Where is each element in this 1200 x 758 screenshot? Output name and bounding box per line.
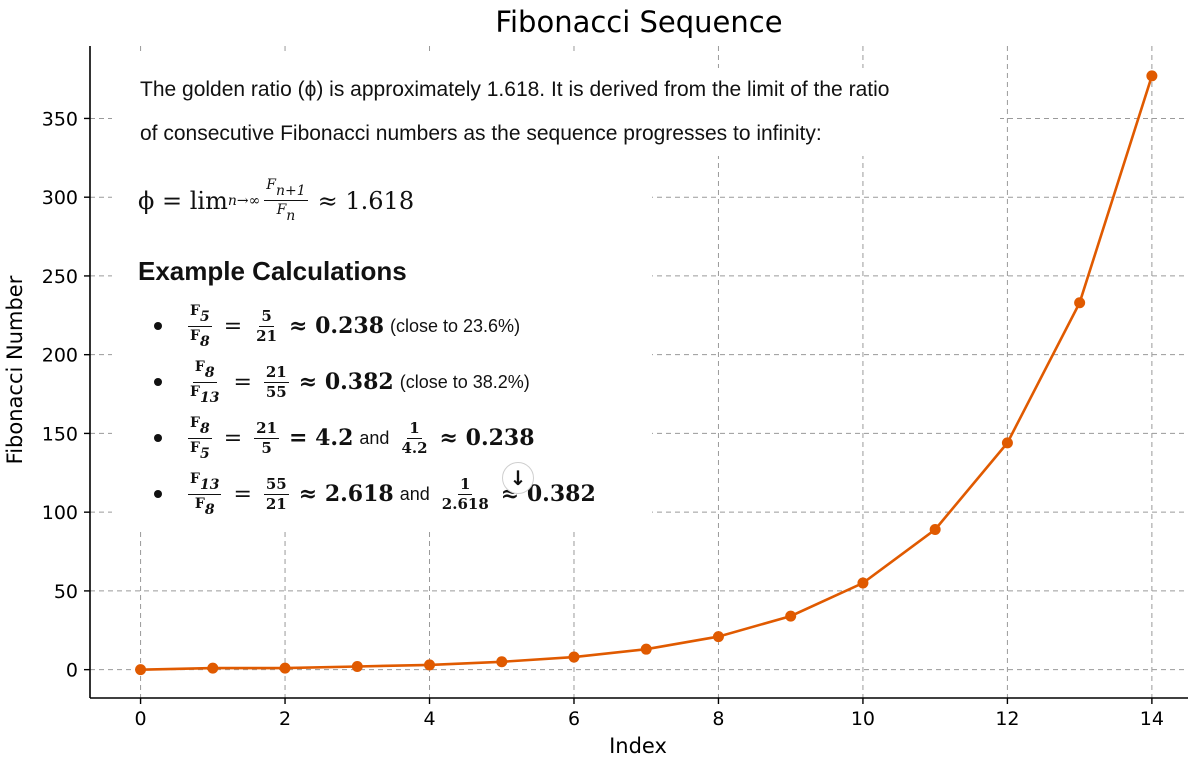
x-tick-label: 10 — [851, 708, 875, 730]
data-points — [135, 70, 1158, 676]
data-point — [568, 651, 580, 663]
intro-line-1: The golden ratio (ϕ) is approximately 1.… — [140, 68, 1000, 112]
list-item: F8 F5 = 21 5 = 4.2 and 1 4.2 ≈ 0.238 — [138, 410, 596, 466]
intro-line-2: of consecutive Fibonacci numbers as the … — [140, 112, 1000, 156]
formula-fraction: Fn+1 Fn — [264, 177, 308, 224]
list-item: F5 F8 = 5 21 ≈ 0.238 (close to 23.6%) — [138, 298, 596, 354]
axes — [84, 46, 1188, 704]
data-point — [1146, 70, 1158, 82]
formula-rhs: ≈ 1.618 — [317, 186, 415, 215]
example-heading: Example Calculations — [138, 256, 407, 286]
y-tick-label: 300 — [42, 187, 78, 209]
formula-den: F — [276, 202, 287, 218]
list-item: F13 F8 = 55 21 ≈ 2.618 and 1 2.618 ≈ 0.382 — [138, 466, 596, 522]
golden-ratio-formula: ϕ = lim n→∞ Fn+1 Fn ≈ 1.618 — [138, 178, 414, 223]
data-point — [496, 656, 508, 668]
arrow-down-icon: ↓ — [509, 466, 527, 490]
y-tick-label: 350 — [42, 108, 78, 130]
x-tick-label: 0 — [135, 708, 147, 730]
data-point — [640, 643, 652, 655]
example-list: F5 F8 = 5 21 ≈ 0.238 (close to 23.6%) F8 F1… — [138, 298, 596, 522]
intro-text: The golden ratio (ϕ) is approximately 1.… — [140, 68, 1000, 156]
item-and: and — [399, 483, 430, 504]
formula-limit-sub: n→∞ — [227, 192, 261, 209]
data-point — [135, 664, 147, 676]
y-tick-label: 50 — [54, 581, 78, 603]
chart-title: Fibonacci Sequence — [495, 5, 782, 39]
y-tick-label: 150 — [42, 423, 78, 445]
item-note: (close to 23.6%) — [390, 315, 521, 336]
y-tick-label: 250 — [42, 266, 78, 288]
scroll-down-button[interactable]: ↓ — [502, 462, 534, 494]
data-point — [929, 523, 941, 535]
data-point — [712, 631, 724, 643]
item-result: ≈ 0.382 — [298, 369, 394, 395]
data-point — [857, 577, 869, 589]
item-note: (close to 38.2%) — [399, 371, 530, 392]
formula-lhs: ϕ = lim — [138, 186, 228, 215]
data-point — [279, 662, 291, 674]
item-result: = 4.2 — [289, 425, 354, 451]
y-axis-label: Fibonacci Number — [3, 275, 27, 464]
item-result: ≈ 0.238 — [289, 313, 384, 339]
data-point — [424, 659, 436, 671]
data-point — [351, 661, 363, 673]
item-result: ≈ 2.618 — [298, 481, 394, 507]
tick-labels: 0 2 4 6 8 10 12 14 0 50 100 150 200 250 300 350 — [42, 108, 1164, 730]
formula-num: F — [266, 177, 276, 193]
data-point — [1001, 437, 1013, 449]
bullet-icon — [154, 490, 162, 498]
y-tick-label: 100 — [42, 502, 78, 524]
list-item: F8 F13 = 21 55 ≈ 0.382 (close to 38.2%) — [138, 354, 596, 410]
x-axis-label: Index — [609, 734, 667, 758]
item-result-2: ≈ 0.238 — [439, 425, 535, 451]
bullet-icon — [154, 434, 162, 442]
formula-den-sub: n — [286, 208, 296, 224]
x-tick-label: 12 — [995, 708, 1019, 730]
data-point — [207, 662, 219, 674]
x-tick-label: 6 — [568, 708, 580, 730]
info-overlay: The golden ratio (ϕ) is approximately 1.… — [112, 52, 1000, 532]
formula-num-sub: n+1 — [275, 183, 306, 199]
data-point — [785, 610, 797, 622]
bullet-icon — [154, 378, 162, 386]
bullet-icon — [154, 322, 162, 330]
x-tick-label: 8 — [712, 708, 724, 730]
item-and: and — [359, 427, 390, 448]
y-tick-label: 200 — [42, 345, 78, 367]
x-tick-label: 2 — [279, 708, 291, 730]
x-tick-label: 14 — [1140, 708, 1164, 730]
data-point — [1074, 297, 1086, 309]
x-tick-label: 4 — [423, 708, 435, 730]
y-tick-label: 0 — [66, 660, 78, 682]
